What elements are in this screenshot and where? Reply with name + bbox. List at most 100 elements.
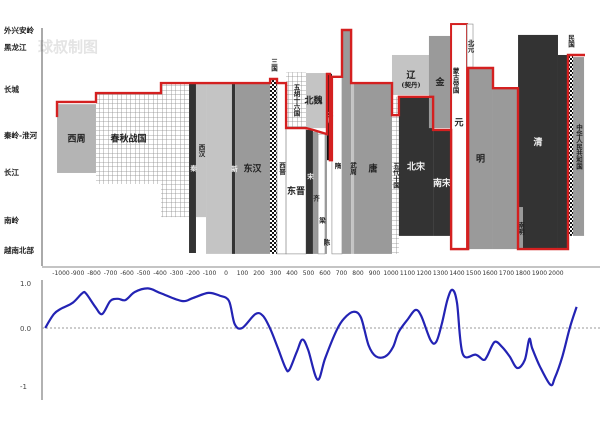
dynasty-label: 清 xyxy=(534,136,543,148)
x-tick-label: 800 xyxy=(352,270,364,277)
dynasty-block xyxy=(557,54,569,250)
dynasty-label: 五胡十六国 xyxy=(292,84,300,118)
x-tick-label: 300 xyxy=(270,270,282,277)
dynasty-block xyxy=(518,207,523,250)
dynasty-block xyxy=(195,83,207,218)
dynasty-label: 元 xyxy=(455,117,464,128)
dynasty-label: 宋 xyxy=(305,171,313,180)
dynasty-block xyxy=(325,134,327,254)
x-tick-label: -600 xyxy=(120,270,134,277)
dynasty-block xyxy=(95,93,161,184)
dynasty-label: 民国 xyxy=(567,34,575,49)
dynasty-label: 新 xyxy=(230,164,238,173)
y-level-label: 长江 xyxy=(4,167,19,177)
x-tick-label: -800 xyxy=(87,270,101,277)
x-tick-label: -200 xyxy=(186,270,200,277)
x-tick-label: 1800 xyxy=(515,270,530,277)
dynasty-label: 东汉 xyxy=(244,163,263,175)
dynasty-label: 明 xyxy=(476,154,485,165)
x-tick-label: 900 xyxy=(369,270,381,277)
dynasty-label: 西晋 xyxy=(278,162,286,177)
dynasty-block xyxy=(391,96,399,254)
x-tick-label: 200 xyxy=(253,270,265,277)
x-tick-label: 100 xyxy=(237,270,249,277)
dynasty-label: 隋 xyxy=(333,161,341,170)
dynasty-label: 中华人民共和国 xyxy=(575,122,584,170)
max-territory-frontier-line xyxy=(55,28,585,251)
dynasty-label: 齐 xyxy=(312,193,320,202)
dynasty-block xyxy=(354,83,392,254)
x-tick-label: -100 xyxy=(203,270,217,277)
dynasty-label: 南明 xyxy=(517,220,525,236)
dynasty-label: 金 xyxy=(434,76,445,88)
dynasty-block xyxy=(518,34,558,250)
x-tick-label: 1700 xyxy=(499,270,514,277)
x-tick-label: 500 xyxy=(303,270,315,277)
y-tick-label: -1 xyxy=(20,383,27,391)
dynasty-block xyxy=(312,131,319,254)
y-level-label: 越南北部 xyxy=(3,245,34,255)
dynasty-sublabel: (契丹) xyxy=(401,80,420,89)
y-level-label: 长城 xyxy=(4,84,19,94)
x-tick-label: 1400 xyxy=(449,270,464,277)
y-level-label: 秦岭-淮河 xyxy=(3,130,38,140)
x-tick-label: -400 xyxy=(153,270,167,277)
dynasty-block xyxy=(160,83,190,218)
dynasty-label: 春秋战国 xyxy=(109,133,146,145)
dynasty-label: 北宋 xyxy=(407,160,426,172)
dynasty-block xyxy=(286,72,307,129)
dynasty-label: 陈 xyxy=(322,237,330,246)
dynasty-block xyxy=(428,35,452,129)
x-tick-label: -500 xyxy=(137,270,151,277)
dynasty-block xyxy=(270,78,277,254)
x-tick-label: 1200 xyxy=(416,270,431,277)
x-tick-label: 1000 xyxy=(383,270,398,277)
dynasty-label: 东晋 xyxy=(287,185,305,197)
x-tick-label: 600 xyxy=(319,270,331,277)
dynasty-label: 西汉 xyxy=(197,143,205,158)
y-tick-label: 0.0 xyxy=(20,325,31,333)
dynasty-label: 北元 xyxy=(466,38,474,54)
dynasty-block xyxy=(306,73,327,129)
x-tick-label: 1100 xyxy=(400,270,415,277)
y-level-label: 南岭 xyxy=(4,215,19,225)
dynasty-block xyxy=(189,83,196,254)
y-level-label: 黑龙江 xyxy=(4,42,27,52)
dynasty-label: 辽 xyxy=(406,69,416,81)
x-tick-label: 700 xyxy=(336,270,348,277)
x-tick-label: 400 xyxy=(286,270,298,277)
dynasty-block xyxy=(235,83,271,254)
dynasty-block xyxy=(206,83,232,254)
x-tick-label: 0 xyxy=(224,270,228,277)
dynasty-label: 西周 xyxy=(68,134,86,145)
x-tick-label: -700 xyxy=(104,270,118,277)
dynasty-block xyxy=(306,129,313,254)
dynasty-label: 唐 xyxy=(369,163,378,175)
dynasty-block xyxy=(391,54,430,95)
x-tick-label: -300 xyxy=(170,270,184,277)
dynasty-block xyxy=(450,23,469,251)
dynasty-block xyxy=(492,88,519,250)
dynasty-block xyxy=(433,129,452,236)
x-tick-label: 1600 xyxy=(482,270,497,277)
y-level-label: 外兴安岭 xyxy=(4,25,34,35)
dynasty-sublabel: 蒙古帝国 xyxy=(451,66,459,95)
dynasty-label: 三国 xyxy=(270,58,278,73)
dynasty-block xyxy=(572,57,585,236)
dynasty-block xyxy=(57,104,96,173)
x-tick-label: 1900 xyxy=(532,270,547,277)
dynasty-label: 梁 xyxy=(318,215,327,224)
dynasty-label: 五代十国 xyxy=(391,162,400,190)
dynasty-block xyxy=(568,54,573,236)
x-tick-label: 1300 xyxy=(433,270,448,277)
dynasty-label: 北魏 xyxy=(304,95,322,107)
x-tick-label: -1000 xyxy=(52,270,70,277)
y-tick-label: 1.0 xyxy=(20,280,31,288)
watermark: 球叔制图 xyxy=(38,38,98,56)
dynasty-block xyxy=(231,83,236,254)
x-tick-label: 2000 xyxy=(548,270,563,277)
dynasty-block xyxy=(468,68,493,250)
dynasty-block xyxy=(341,30,352,254)
